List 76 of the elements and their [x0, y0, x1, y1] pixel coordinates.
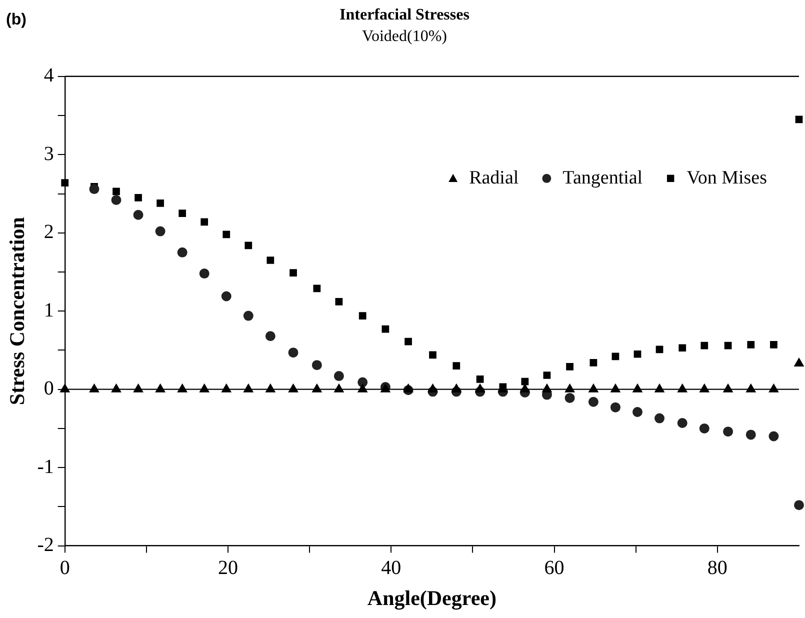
y-tick-label: 4: [44, 64, 54, 87]
point: [290, 269, 297, 276]
point: [543, 372, 551, 379]
x-tick-label: 60: [544, 557, 564, 580]
y-tick-label: -1: [37, 456, 54, 478]
point: [634, 350, 642, 358]
point: [266, 256, 274, 264]
y-tick-label: 2: [44, 221, 54, 244]
point: [221, 291, 232, 302]
x-tick-label: 20: [218, 557, 238, 580]
point: [382, 325, 390, 333]
x-tick-label: 40: [381, 557, 402, 580]
x-tick-label: 0: [60, 557, 70, 580]
point: [610, 402, 620, 412]
point: [133, 210, 144, 220]
point: [794, 500, 804, 510]
point: [111, 195, 122, 206]
point: [768, 431, 779, 442]
legend-label: Radial: [469, 167, 519, 188]
y-tick-label: 1: [44, 299, 54, 322]
point: [156, 199, 164, 207]
point: [590, 359, 598, 366]
point: [724, 342, 732, 350]
point: [678, 344, 686, 352]
point: [313, 284, 321, 292]
point: [612, 352, 620, 360]
point: [288, 348, 298, 358]
point: [61, 179, 69, 186]
point: [429, 351, 436, 359]
point: [699, 423, 710, 434]
point: [747, 341, 755, 348]
point: [265, 331, 276, 342]
point: [632, 407, 642, 418]
point: [654, 413, 665, 424]
point: [656, 346, 664, 354]
chart-title: Interfacial Stresses: [340, 6, 470, 24]
y-tick-label: 0: [44, 378, 54, 400]
point: [222, 230, 230, 238]
point: [770, 341, 778, 348]
point: [521, 378, 529, 386]
point: [177, 247, 188, 258]
x-tick-label: 80: [707, 557, 728, 580]
point: [677, 418, 688, 428]
point: [452, 362, 460, 370]
point: [795, 116, 803, 124]
point: [746, 430, 756, 440]
legend-label: Tangential: [562, 167, 643, 188]
point: [588, 396, 598, 407]
point: [243, 310, 254, 321]
x-axis-title: Angle(Degree): [367, 586, 496, 610]
point: [476, 375, 484, 383]
chart-subtitle: Voided(10%): [362, 28, 448, 46]
point: [244, 242, 252, 250]
point: [178, 210, 186, 217]
point: [700, 342, 708, 350]
point: [200, 218, 208, 226]
y-tick-label: -2: [37, 534, 54, 556]
point: [335, 298, 343, 306]
y-axis-title: Stress Concentration: [5, 216, 30, 406]
point: [723, 426, 734, 437]
point: [404, 338, 412, 346]
y-tick-label: 3: [44, 142, 54, 165]
legend-label: Von Mises: [686, 167, 768, 188]
point: [199, 268, 210, 279]
point: [794, 358, 804, 367]
point: [155, 226, 166, 236]
text: (b): [6, 11, 26, 28]
point: [312, 360, 322, 370]
point: [334, 371, 344, 382]
point: [566, 362, 574, 370]
point: [564, 392, 575, 403]
point: [89, 184, 100, 194]
point: [358, 312, 366, 320]
point: [60, 384, 70, 392]
point: [112, 188, 120, 196]
point: [134, 194, 142, 202]
